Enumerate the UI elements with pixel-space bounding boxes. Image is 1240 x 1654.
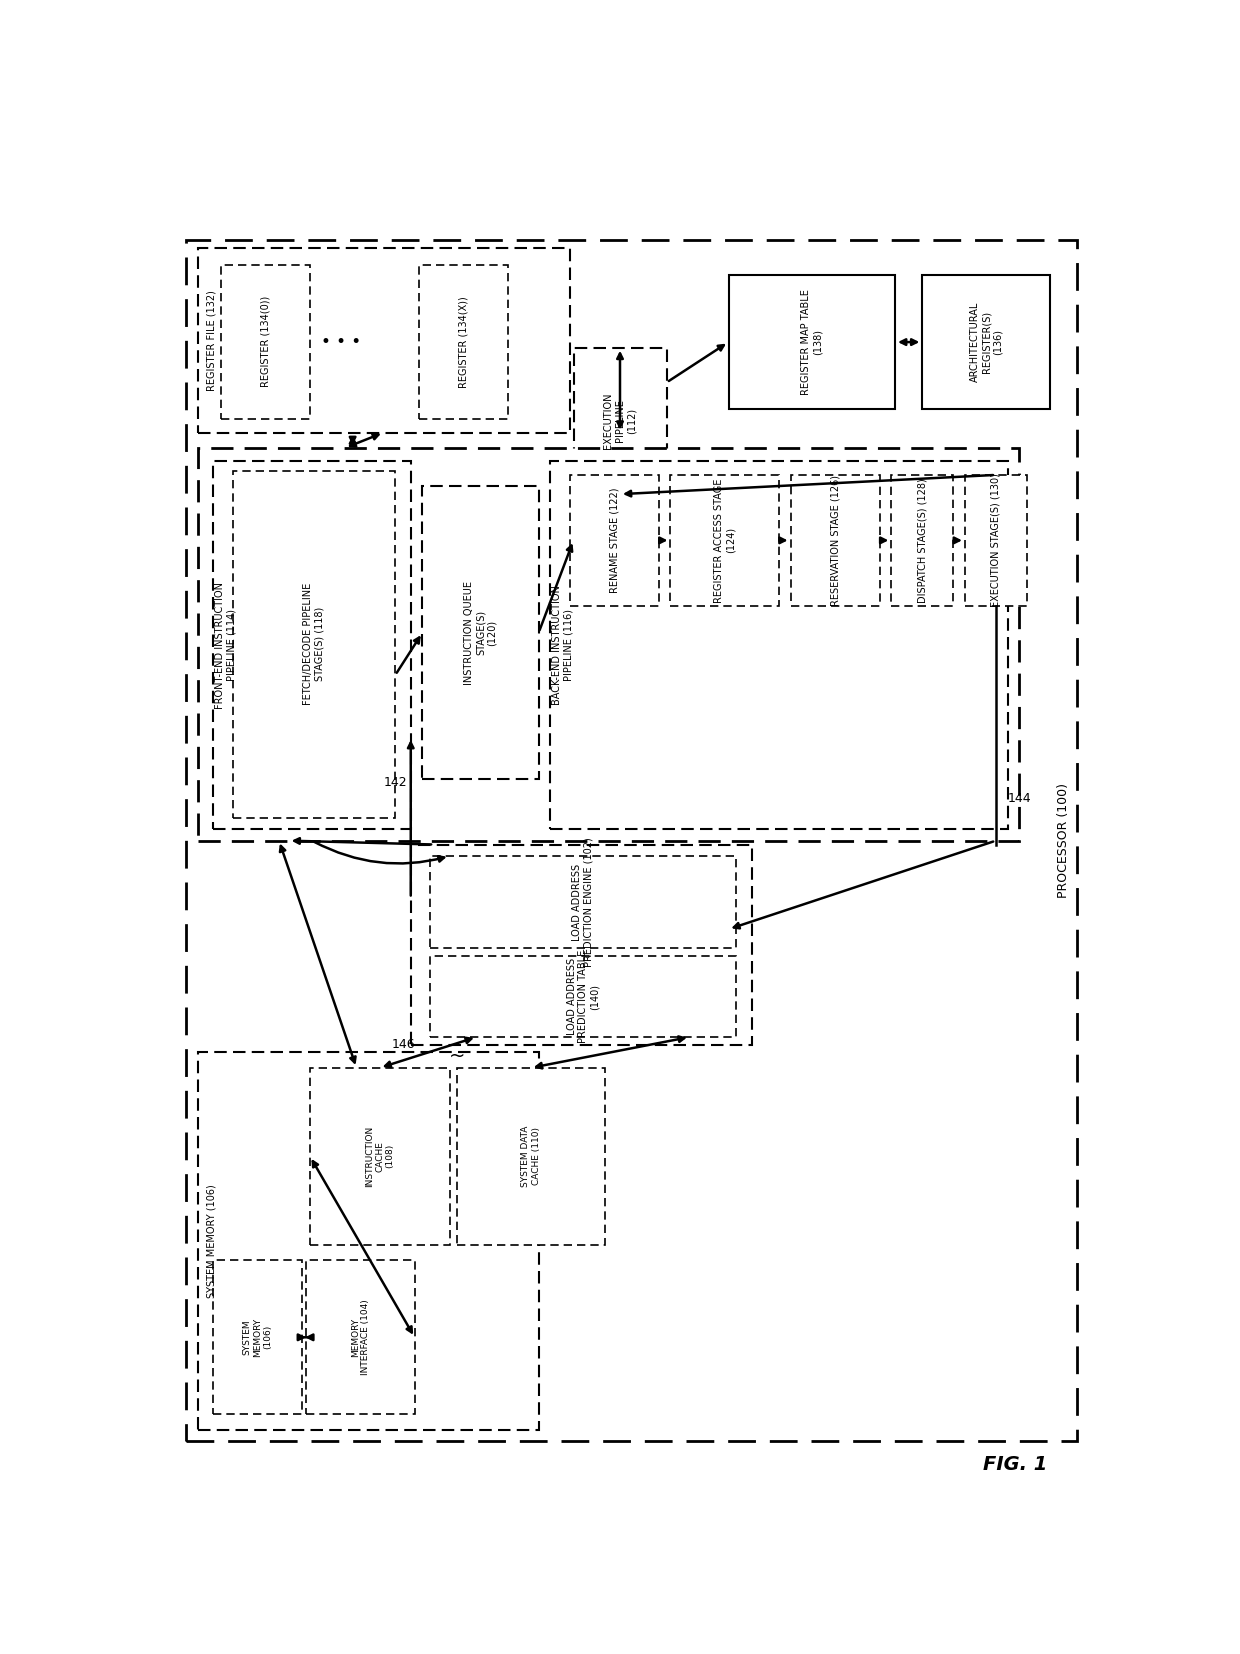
Text: SYSTEM DATA
CACHE (110): SYSTEM DATA CACHE (110) <box>521 1126 541 1188</box>
Bar <box>791 475 879 605</box>
Bar <box>569 475 658 605</box>
Text: FRONT-END INSTRUCTION
PIPELINE (114): FRONT-END INSTRUCTION PIPELINE (114) <box>215 582 237 708</box>
Text: REGISTER (134(X)): REGISTER (134(X)) <box>458 296 467 387</box>
Text: DISPATCH STAGE(S) (128): DISPATCH STAGE(S) (128) <box>918 478 928 602</box>
Text: EXECUTION
PIPELINE
(112): EXECUTION PIPELINE (112) <box>604 392 636 450</box>
Bar <box>423 486 538 779</box>
Text: RENAME STAGE (122): RENAME STAGE (122) <box>609 488 619 594</box>
Bar <box>306 1260 414 1414</box>
Text: PROCESSOR (100): PROCESSOR (100) <box>1056 782 1070 898</box>
Bar <box>965 475 1027 605</box>
Text: RESERVATION STAGE (126): RESERVATION STAGE (126) <box>830 475 839 605</box>
Text: FETCH/DECODE PIPELINE
STAGE(S) (118): FETCH/DECODE PIPELINE STAGE(S) (118) <box>303 584 325 706</box>
Text: MEMORY
INTERFACE (104): MEMORY INTERFACE (104) <box>351 1300 370 1374</box>
Text: REGISTER ACCESS STAGE
(124): REGISTER ACCESS STAGE (124) <box>714 478 735 602</box>
Text: 146: 146 <box>391 1039 415 1052</box>
Bar <box>923 275 1050 410</box>
Bar <box>410 845 751 1045</box>
Bar <box>197 248 569 433</box>
Bar <box>419 265 507 418</box>
Text: • • •: • • • <box>321 332 361 351</box>
Bar <box>430 956 737 1037</box>
Text: ~: ~ <box>449 1047 465 1065</box>
Text: REGISTER MAP TABLE
(138): REGISTER MAP TABLE (138) <box>801 289 822 395</box>
Bar <box>892 475 954 605</box>
Bar <box>551 461 1007 829</box>
Bar <box>197 448 1019 840</box>
Bar <box>213 1260 303 1414</box>
Bar <box>573 347 667 495</box>
Text: INSTRUCTION
CACHE
(108): INSTRUCTION CACHE (108) <box>365 1126 394 1188</box>
Text: SYSTEM
MEMORY
(106): SYSTEM MEMORY (106) <box>243 1318 273 1356</box>
Text: EXECUTION STAGE(S) (130): EXECUTION STAGE(S) (130) <box>991 473 1001 607</box>
Bar <box>458 1068 605 1245</box>
Text: INSTRUCTION QUEUE
STAGE(S)
(120): INSTRUCTION QUEUE STAGE(S) (120) <box>464 581 497 685</box>
Text: REGISTER FILE (132): REGISTER FILE (132) <box>207 289 217 390</box>
Text: 142: 142 <box>383 776 407 789</box>
Bar <box>213 461 410 829</box>
Text: LOAD ADDRESS
PREDICTION TABLE
(140): LOAD ADDRESS PREDICTION TABLE (140) <box>567 949 600 1044</box>
Bar <box>310 1068 449 1245</box>
Text: LOAD ADDRESS
PREDICTION ENGINE (102): LOAD ADDRESS PREDICTION ENGINE (102) <box>573 837 594 968</box>
Text: 144: 144 <box>1007 792 1030 805</box>
Bar <box>197 1052 538 1429</box>
Text: ARCHITECTURAL
REGISTER(S)
(136): ARCHITECTURAL REGISTER(S) (136) <box>970 303 1003 382</box>
Text: FIG. 1: FIG. 1 <box>983 1456 1048 1474</box>
Text: REGISTER (134(0)): REGISTER (134(0)) <box>260 296 270 387</box>
Text: SYSTEM MEMORY (106): SYSTEM MEMORY (106) <box>207 1184 217 1298</box>
Bar <box>221 265 310 418</box>
Bar <box>430 857 737 948</box>
Bar <box>671 475 779 605</box>
Bar <box>233 471 396 817</box>
Text: BACK-END INSTRUCTION
PIPELINE (116): BACK-END INSTRUCTION PIPELINE (116) <box>552 586 573 705</box>
Bar <box>729 275 895 410</box>
